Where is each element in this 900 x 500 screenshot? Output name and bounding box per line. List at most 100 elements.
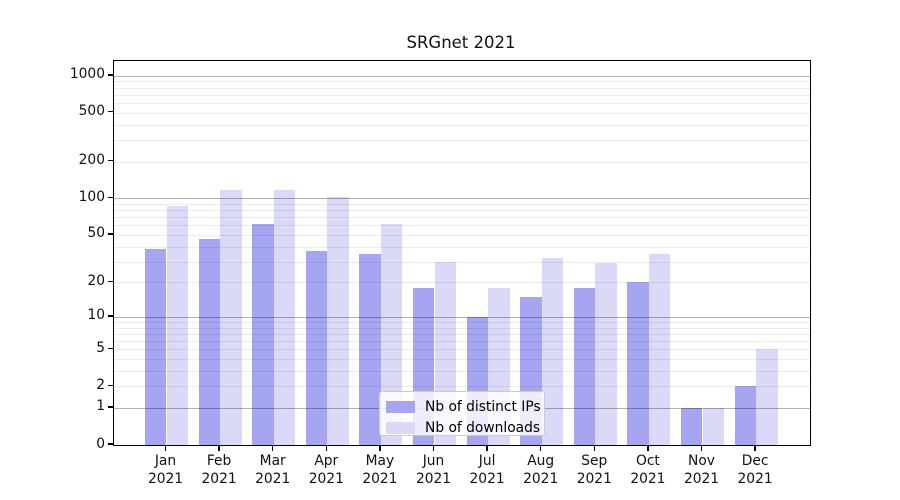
gridline-2: [114, 386, 810, 388]
gridline-4: [114, 358, 810, 360]
gridline-1000: [114, 75, 810, 77]
x-tick-label-apr: Apr 2021: [308, 453, 344, 487]
y-tick-label-0: 0: [96, 435, 105, 452]
gridline-200: [114, 161, 810, 163]
legend-label-distinct-ips: Nb of distinct IPs: [425, 398, 541, 415]
gridline-20: [114, 282, 810, 284]
y-tick-mark-20: [108, 280, 113, 282]
x-tick-mark-may: [379, 445, 381, 451]
x-tick-mark-mar: [272, 445, 274, 451]
bar-aug-downloads: [541, 258, 564, 445]
gridline-700: [114, 94, 810, 96]
gridline-900: [114, 81, 810, 83]
x-tick-label-may: May 2021: [362, 453, 398, 487]
y-tick-mark-2: [108, 384, 113, 386]
y-tick-mark-5: [108, 347, 113, 349]
y-tick-mark-100: [108, 196, 113, 199]
bar-jan-downloads: [166, 205, 189, 445]
x-tick-label-nov: Nov 2021: [683, 453, 720, 487]
gridline-3: [114, 370, 810, 372]
gridline-100: [114, 198, 810, 200]
gridline-800: [114, 87, 810, 89]
gridline-40: [114, 246, 810, 248]
gridline-70: [114, 217, 810, 219]
gridline-60: [114, 225, 810, 227]
y-tick-label-5: 5: [96, 339, 105, 356]
y-tick-label-10: 10: [87, 307, 105, 324]
bar-oct-distinct-ips: [627, 282, 649, 445]
y-tick-mark-0: [108, 443, 113, 445]
bar-apr-distinct-ips: [305, 250, 328, 445]
gridline-6: [114, 341, 810, 343]
bar-apr-downloads: [327, 197, 349, 445]
legend: Nb of distinct IPs Nb of downloads: [379, 391, 545, 436]
gridline-7: [114, 333, 810, 335]
gridline-30: [114, 261, 810, 263]
gridline-400: [114, 124, 810, 126]
bar-feb-distinct-ips: [198, 239, 221, 445]
x-tick-label-feb: Feb 2021: [201, 453, 237, 487]
y-tick-label-50: 50: [87, 225, 105, 242]
legend-swatch-distinct-ips: [386, 400, 415, 413]
bar-may-downloads: [380, 224, 403, 445]
bar-mar-downloads: [273, 189, 296, 445]
x-tick-label-jul: Jul 2021: [469, 453, 505, 487]
gridline-5: [114, 349, 810, 351]
gridline-80: [114, 210, 810, 212]
legend-label-downloads: Nb of downloads: [425, 419, 541, 436]
x-tick-mark-feb: [218, 445, 220, 451]
bar-feb-downloads: [220, 189, 242, 445]
gridline-300: [114, 140, 810, 142]
y-tick-label-1: 1: [96, 398, 105, 415]
x-tick-mark-dec: [754, 445, 756, 451]
legend-item-distinct-ips: Nb of distinct IPs: [386, 399, 541, 415]
x-tick-label-jan: Jan 2021: [147, 453, 184, 487]
x-tick-mark-aug: [540, 445, 542, 451]
y-tick-label-500: 500: [78, 103, 105, 120]
bar-may-distinct-ips: [359, 253, 381, 445]
y-tick-mark-50: [108, 233, 113, 235]
legend-item-downloads: Nb of downloads: [386, 420, 540, 436]
x-tick-mark-jan: [164, 445, 167, 451]
gridline-500: [114, 112, 810, 114]
x-tick-mark-oct: [647, 445, 649, 451]
gridline-8: [114, 327, 810, 329]
y-tick-mark-200: [108, 159, 113, 162]
x-tick-mark-nov: [700, 445, 703, 451]
y-tick-mark-1000: [108, 74, 113, 76]
bar-nov-distinct-ips: [680, 407, 703, 445]
x-tick-mark-jun: [432, 445, 435, 451]
plot-area: [113, 60, 811, 446]
x-tick-label-oct: Oct 2021: [630, 453, 666, 487]
y-tick-mark-1: [108, 406, 113, 408]
x-tick-mark-jul: [486, 445, 488, 451]
x-tick-mark-sep: [593, 445, 595, 451]
gridline-10: [114, 316, 810, 318]
bar-oct-downloads: [648, 253, 671, 445]
y-tick-label-1000: 1000: [69, 66, 105, 83]
bar-sep-distinct-ips: [573, 287, 596, 445]
y-tick-label-200: 200: [78, 152, 105, 169]
bar-jan-distinct-ips: [144, 249, 167, 445]
legend-swatch-downloads: [386, 421, 415, 434]
bar-nov-downloads: [702, 407, 725, 445]
x-tick-label-aug: Aug 2021: [523, 453, 559, 487]
y-tick-mark-10: [108, 315, 113, 317]
x-tick-label-jun: Jun 2021: [415, 453, 452, 487]
gridline-600: [114, 103, 810, 105]
gridline-9: [114, 321, 810, 323]
bar-mar-distinct-ips: [252, 224, 274, 445]
y-tick-label-20: 20: [87, 272, 105, 289]
x-tick-label-sep: Sep 2021: [576, 453, 612, 487]
gridline-90: [114, 203, 810, 205]
y-tick-mark-500: [108, 111, 113, 113]
x-tick-label-mar: Mar 2021: [255, 453, 291, 487]
bar-dec-distinct-ips: [734, 386, 757, 445]
gridline-50: [114, 234, 810, 236]
bar-dec-downloads: [756, 349, 778, 445]
y-tick-label-2: 2: [96, 376, 105, 393]
chart-title: SRGnet 2021: [406, 33, 516, 52]
bar-sep-downloads: [595, 263, 617, 445]
x-tick-mark-apr: [325, 445, 327, 451]
